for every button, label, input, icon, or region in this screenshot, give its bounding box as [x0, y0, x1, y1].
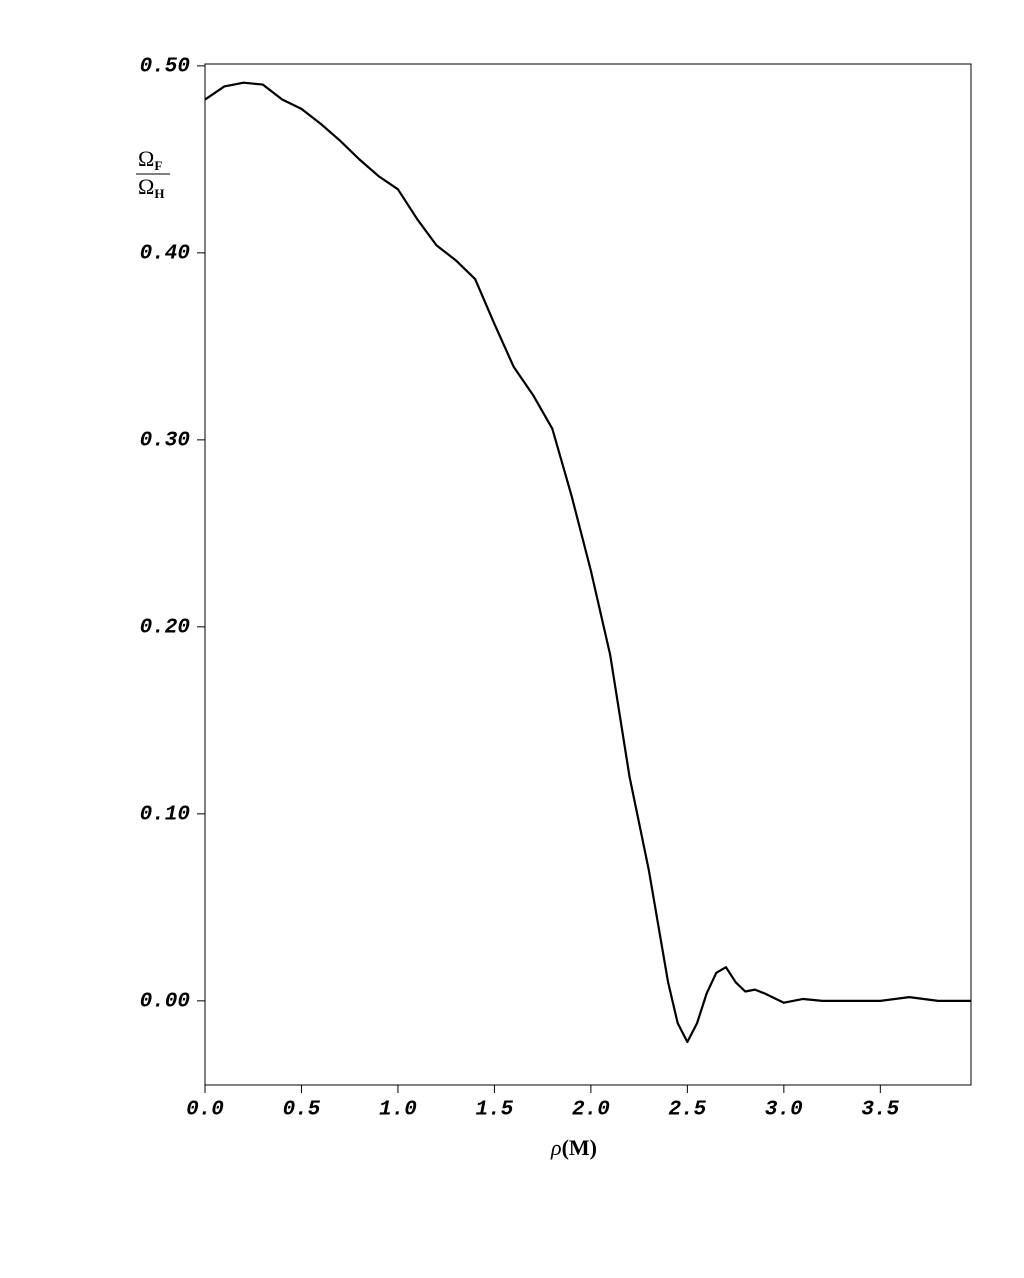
y-tick-label: 0.30 [140, 429, 190, 452]
x-tick-label: 0.0 [186, 1099, 224, 1122]
y-tick-label: 0.40 [140, 242, 190, 265]
y-label-denominator: ΩH [138, 174, 164, 201]
x-tick-label: 3.0 [765, 1099, 803, 1122]
x-tick-label: 2.0 [572, 1099, 610, 1122]
y-tick-label: 0.20 [140, 616, 190, 639]
y-tick-label: 0.00 [140, 990, 190, 1013]
y-label-numerator: ΩF [138, 146, 162, 173]
x-tick-label: 2.5 [668, 1099, 706, 1122]
x-tick-label: 1.5 [476, 1099, 514, 1122]
data-line [204, 81, 971, 1044]
x-tick-label: 1.0 [379, 1099, 417, 1122]
x-tick-label: 3.5 [861, 1099, 899, 1122]
y-tick-label: 0.10 [140, 803, 190, 826]
plot-frame [204, 63, 972, 1086]
x-tick-label: 0.5 [283, 1099, 321, 1122]
x-label: ρ(M) [550, 1135, 597, 1160]
y-tick-label: 0.50 [140, 55, 190, 78]
